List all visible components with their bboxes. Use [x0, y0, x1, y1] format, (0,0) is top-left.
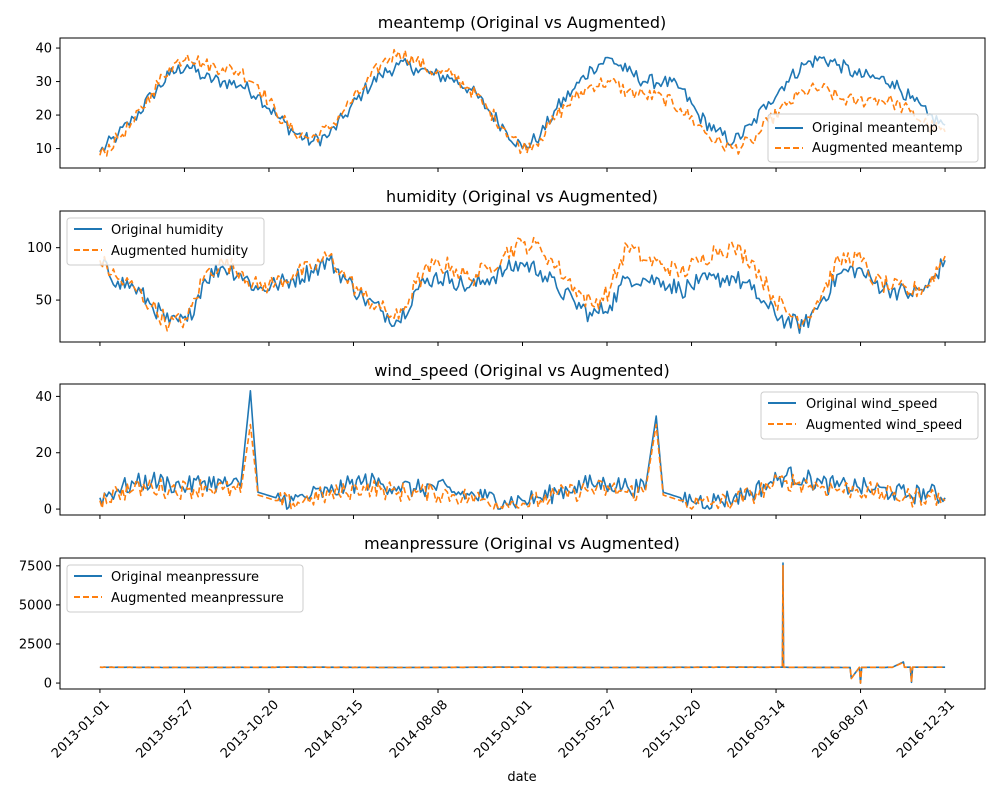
legend-label-original: Original meanpressure	[111, 570, 259, 585]
x-ticks-wind-speed	[99, 515, 946, 519]
x-ticks-humidity	[99, 342, 946, 346]
panel-title-meanpressure: meanpressure (Original vs Augmented)	[364, 534, 680, 553]
legend-label-augmented: Augmented humidity	[111, 244, 248, 259]
y-tick-label: 40	[35, 390, 52, 405]
plot-lines-humidity	[99, 236, 946, 334]
series-line-augmented	[99, 48, 946, 157]
legend-box	[66, 564, 304, 613]
y-ticks-meanpressure: 0 2500 5000 7500	[19, 559, 60, 692]
plot-lines-meanpressure	[99, 562, 946, 684]
legend-humidity: Original humidity Augmented humidity	[66, 217, 265, 266]
y-tick-label: 0	[44, 503, 52, 518]
legend-meanpressure: Original meanpressure Augmented meanpres…	[66, 564, 304, 613]
axes-frame-meanpressure	[59, 557, 986, 690]
y-tick-label: 20	[35, 109, 52, 124]
axes-frame-meantemp	[59, 37, 986, 169]
panel-meantemp: meantemp (Original vs Augmented) 10 20 30 4…	[35, 13, 986, 172]
y-tick-label: 20	[35, 446, 52, 461]
panel-title-wind-speed: wind_speed (Original vs Augmented)	[374, 361, 669, 381]
series-line-original	[99, 390, 946, 510]
y-ticks-humidity: 50 100	[27, 241, 60, 309]
axes-frame-wind-speed	[59, 383, 986, 516]
panel-title-humidity: humidity (Original vs Augmented)	[386, 187, 658, 206]
axes-frame-humidity	[59, 210, 986, 343]
y-tick-label: 5000	[19, 598, 52, 613]
y-tick-label: 0	[44, 677, 52, 692]
y-ticks-meantemp: 10 20 30 40	[35, 42, 60, 157]
y-ticks-wind-speed: 0 20 40	[35, 390, 60, 518]
y-tick-label: 2500	[19, 637, 52, 652]
x-axis-label: date	[507, 770, 536, 785]
y-tick-label: 40	[35, 42, 52, 57]
legend-box	[760, 391, 979, 440]
y-tick-label: 7500	[19, 559, 52, 574]
panel-title-meantemp: meantemp (Original vs Augmented)	[378, 13, 666, 32]
panel-humidity: humidity (Original vs Augmented) 50 100 O…	[27, 187, 986, 346]
plot-lines-wind-speed	[99, 390, 946, 510]
series-line-augmented	[99, 423, 946, 510]
series-line-augmented	[99, 565, 946, 684]
legend-label-original: Original wind_speed	[806, 397, 938, 412]
y-tick-label: 100	[27, 241, 52, 256]
legend-meantemp: Original meantemp Augmented meantemp	[767, 113, 979, 163]
x-ticks-meanpressure	[99, 689, 946, 693]
legend-label-augmented: Augmented meantemp	[812, 141, 963, 156]
series-line-augmented	[99, 236, 946, 332]
legend-box	[767, 113, 979, 163]
y-tick-label: 10	[35, 142, 52, 157]
legend-label-original: Original humidity	[111, 223, 224, 238]
series-line-original	[99, 254, 946, 334]
y-tick-label: 50	[35, 294, 52, 309]
legend-label-augmented: Augmented meanpressure	[111, 591, 284, 606]
legend-box	[66, 217, 265, 266]
legend-label-augmented: Augmented wind_speed	[806, 418, 962, 433]
x-ticks-meantemp	[99, 168, 946, 172]
y-tick-label: 30	[35, 75, 52, 90]
plot-lines-meantemp	[99, 48, 946, 157]
legend-wind-speed: Original wind_speed Augmented wind_speed	[760, 391, 979, 440]
legend-label-original: Original meantemp	[812, 121, 938, 136]
panel-wind-speed: wind_speed (Original vs Augmented) 0 20 40…	[35, 361, 986, 519]
